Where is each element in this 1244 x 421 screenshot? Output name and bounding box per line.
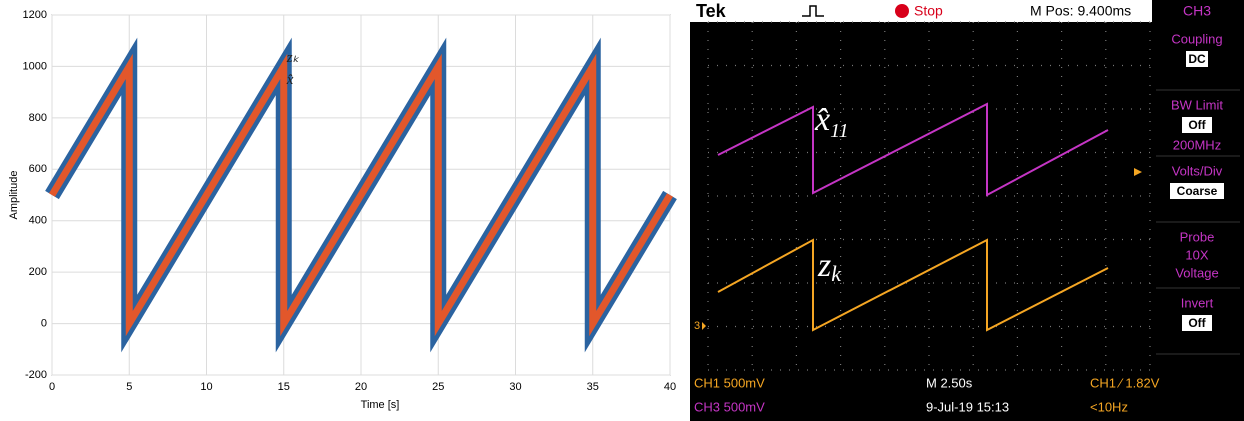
position: M Pos: 9.400ms xyxy=(1030,3,1131,19)
x-tick-label: 20 xyxy=(355,381,367,393)
timebase: M 2.50s xyxy=(926,375,973,390)
y-tick-label: 1200 xyxy=(23,9,47,21)
upper-label-sub: 11 xyxy=(830,120,849,142)
menu-value: Off xyxy=(1188,316,1206,330)
menu-label: Volts/Div xyxy=(1172,163,1223,178)
y-tick-label: -200 xyxy=(25,369,47,381)
stop-icon xyxy=(895,4,909,18)
x-axis-label: Time [s] xyxy=(361,399,400,411)
page: Time [s] Amplitude 0510152025303540-2000… xyxy=(0,0,1244,421)
menu-line: Voltage xyxy=(1175,265,1218,280)
x-tick-label: 10 xyxy=(200,381,212,393)
x-tick-label: 25 xyxy=(432,381,444,393)
menu-label: Probe xyxy=(1180,229,1215,244)
y-tick-label: 0 xyxy=(41,317,47,329)
series-label: x̂ xyxy=(286,72,294,88)
lower-label-sub: k xyxy=(831,261,842,286)
x-tick-label: 0 xyxy=(49,381,55,393)
y-axis-label: Amplitude xyxy=(8,171,20,220)
x-tick-label: 15 xyxy=(278,381,290,393)
y-tick-label: 1000 xyxy=(23,60,47,72)
menu-label: Invert xyxy=(1181,295,1214,310)
menu-extra: 200MHz xyxy=(1173,137,1221,152)
menu-label: BW Limit xyxy=(1171,97,1223,112)
channel-marker: 3 xyxy=(694,320,700,332)
trigger-setting: CH1 ⁄ 1.82V xyxy=(1090,375,1160,390)
menu-value: Off xyxy=(1188,118,1206,132)
x-tick-label: 40 xyxy=(664,381,676,393)
y-tick-label: 600 xyxy=(29,163,47,175)
menu-label: Coupling xyxy=(1171,31,1222,46)
series-label: zₖ xyxy=(286,50,300,66)
ch1-scale: CH1 500mV xyxy=(694,375,765,390)
ch3-scale: CH3 500mV xyxy=(694,399,765,414)
x-tick-label: 35 xyxy=(587,381,599,393)
y-tick-label: 800 xyxy=(29,112,47,124)
lower-label-base: z xyxy=(817,247,831,284)
upper-label-base: x̂ xyxy=(814,101,830,138)
date: 9-Jul-19 15:13 xyxy=(926,399,1009,414)
screen xyxy=(708,22,1150,370)
menu-value: DC xyxy=(1188,52,1206,66)
oscilloscope: Tek Stop M Pos: 9.400ms x̂11 zk 3 CH3 Co… xyxy=(690,0,1244,421)
x-tick-label: 30 xyxy=(509,381,521,393)
y-tick-label: 400 xyxy=(29,215,47,227)
frequency: <10Hz xyxy=(1090,399,1128,414)
run-state: Stop xyxy=(914,3,943,19)
y-tick-label: 200 xyxy=(29,266,47,278)
x-tick-label: 5 xyxy=(126,381,132,393)
menu-value: Coarse xyxy=(1177,184,1218,198)
menu-channel: CH3 xyxy=(1183,3,1211,19)
menu-line: 10X xyxy=(1185,247,1208,262)
brand: Tek xyxy=(696,1,727,21)
